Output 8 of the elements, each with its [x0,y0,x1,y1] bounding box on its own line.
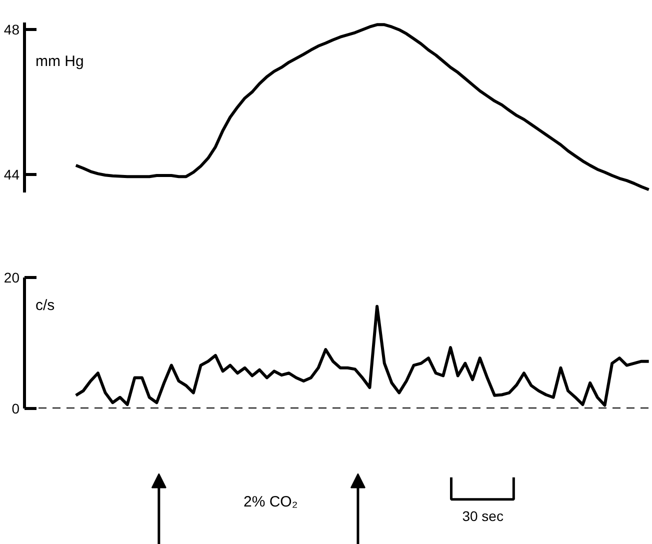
y-tick-label: 20 [4,270,20,286]
text: 2% CO₂ [243,493,298,510]
y-tick-label: 0 [12,400,20,416]
y-tick-label: 44 [4,166,20,182]
y-tick-label: 48 [4,22,20,38]
y-axis-title: c/s [36,297,55,314]
y-axis-title: mm Hg [36,53,84,70]
text: 30 sec [462,508,504,524]
